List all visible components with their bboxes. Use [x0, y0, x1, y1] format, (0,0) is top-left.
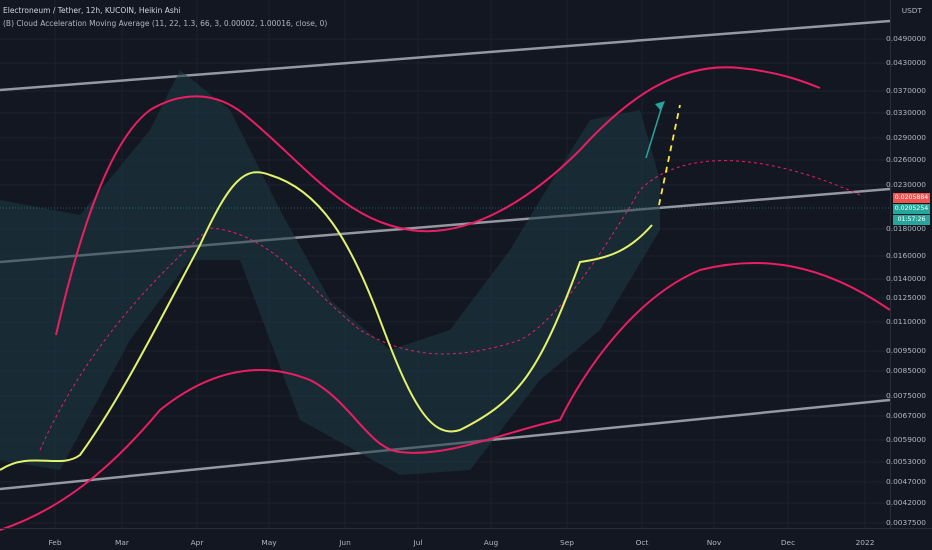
projection-arrows: [645, 101, 681, 206]
month-label: Dec: [780, 538, 796, 547]
price-tick-label: 0.0370000: [886, 86, 926, 95]
month-label: Mar: [115, 538, 129, 547]
cloud-band: [0, 70, 660, 475]
indicator-legend[interactable]: (B) Cloud Acceleration Moving Average (1…: [3, 19, 328, 28]
price-tick-label: 0.0230000: [886, 180, 926, 189]
projection-arrowhead: [655, 101, 665, 111]
month-label: Oct: [635, 538, 649, 547]
price-tick-label: 0.0140000: [886, 274, 926, 283]
price-tick-label: 0.0042000: [886, 498, 926, 507]
price-tick-label: 0.0053000: [886, 457, 926, 466]
time-axis-border: [0, 528, 932, 529]
price-tick-label: 0.0037500: [886, 518, 926, 527]
currency-unit[interactable]: USDT: [901, 6, 922, 15]
symbol-legend[interactable]: Electroneum / Tether, 12h, KUCOIN, Heiki…: [3, 6, 181, 15]
envelope-upper: [55, 66, 821, 336]
projection-solid-arrow: [645, 105, 663, 159]
countdown-tag: 01:57:26: [893, 215, 930, 225]
price-tick-label: 0.0110000: [886, 317, 926, 326]
envelope-lower: [0, 262, 891, 531]
month-label: Sep: [560, 538, 574, 547]
price-tick-label: 0.0160000: [886, 251, 926, 260]
price-tick-label: 0.0490000: [886, 34, 926, 43]
price-tick-label: 0.0047000: [886, 477, 926, 486]
month-label: May: [261, 538, 277, 547]
month-label: Jul: [413, 538, 423, 547]
month-label: Apr: [190, 538, 204, 547]
price-tick-label: 0.0180000: [886, 224, 926, 233]
envelope-mid: [39, 160, 861, 451]
price-tick-label: 0.0330000: [886, 108, 926, 117]
price-tick-label: 0.0085000: [886, 366, 926, 375]
price-tick-label: 0.0067000: [886, 411, 926, 420]
projection-dashed-line: [658, 104, 681, 206]
price-axis-border: [890, 0, 891, 528]
last-price-tag: 0.0205884: [893, 193, 930, 203]
month-label: Aug: [483, 538, 499, 547]
month-label: 2022: [855, 538, 875, 547]
cloud-fill: [0, 70, 660, 475]
price-tick-label: 0.0125000: [886, 293, 926, 302]
price-tick-label: 0.0075000: [886, 391, 926, 400]
month-label: Nov: [706, 538, 722, 547]
price-tick-label: 0.0430000: [886, 58, 926, 67]
price-tick-label: 0.0290000: [886, 133, 926, 142]
price-tick-label: 0.0059000: [886, 435, 926, 444]
moving-average-line: [0, 171, 653, 471]
month-label: Feb: [48, 538, 62, 547]
envelope-curves: [0, 66, 891, 531]
month-label: Jun: [339, 538, 351, 547]
price-tick-label: 0.0095000: [886, 346, 926, 355]
ma-value-tag: 0.0205254: [893, 204, 930, 214]
price-tick-label: 0.0260000: [886, 155, 926, 164]
channel-upper-line: [0, 19, 891, 92]
